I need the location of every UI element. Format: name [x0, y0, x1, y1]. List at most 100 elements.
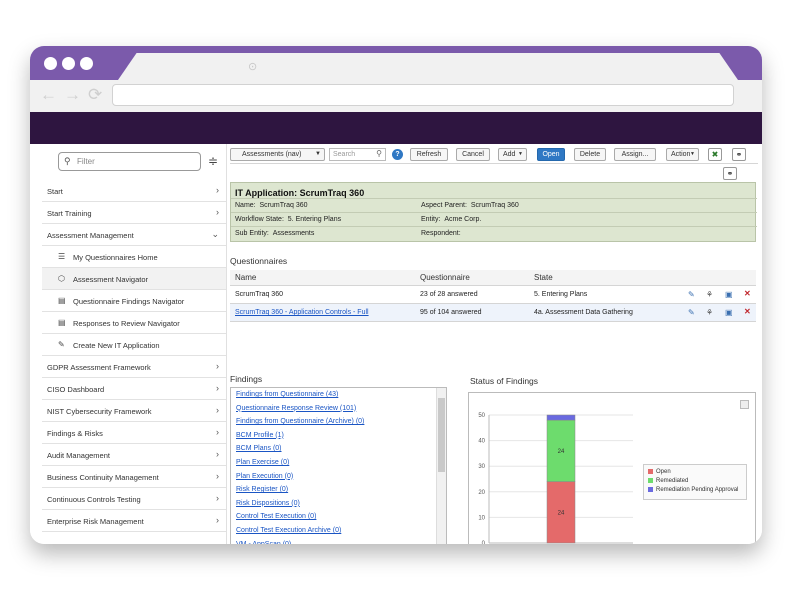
findings-list-item[interactable]: BCM Plans (0) [236, 445, 282, 453]
sidebar-item-findings-risks[interactable]: Findings & Risks › [42, 422, 226, 444]
legend-item[interactable]: Open [648, 469, 671, 475]
add-button[interactable]: Add ▼ [498, 148, 527, 161]
legend-swatch [648, 478, 653, 483]
chevron-right-icon: › [216, 427, 219, 437]
back-icon[interactable]: ← [40, 85, 57, 104]
sidebar-item-label: Assessment Navigator [73, 275, 149, 284]
sidebar-item-business-continuity-management[interactable]: Business Continuity Management › [42, 466, 226, 488]
delete-icon[interactable]: ✕ [744, 307, 751, 316]
column-header-questionnaire[interactable]: Questionnaire [420, 273, 470, 282]
caret-down-icon: ▼ [690, 151, 695, 157]
sidebar-item-assessment-navigator[interactable]: ⬡ Assessment Navigator [42, 268, 226, 290]
toolbar-search-input[interactable]: Search ⚲ [329, 148, 386, 161]
sidebar-item-gdpr-assessment-framework[interactable]: GDPR Assessment Framework › [42, 356, 226, 378]
sidebar-item-audit-management[interactable]: Audit Management › [42, 444, 226, 466]
sidebar-item-nist-cybersecurity-framework[interactable]: NIST Cybersecurity Framework › [42, 400, 226, 422]
toolbar-divider [230, 163, 758, 164]
sidebar-item-create-new-it-application[interactable]: ✎ Create New IT Application [42, 334, 226, 356]
sidebar-item-assessment-management[interactable]: Assessment Management ⌄ [42, 224, 226, 246]
data-label: 24 [558, 449, 565, 455]
findings-heading: Findings [230, 374, 263, 384]
delete-icon[interactable]: ✕ [744, 289, 751, 298]
sidebar-item-start[interactable]: Start › [42, 180, 226, 202]
questionnaire-name-link[interactable]: ScrumTraq 360 - Application Controls - F… [235, 309, 369, 316]
search-icon: ⚲ [376, 149, 382, 158]
findings-list-item[interactable]: Questionnaire Response Review (101) [236, 404, 357, 412]
edit-icon[interactable]: ✎ [688, 308, 695, 317]
findings-list-item[interactable]: BCM Profile (1) [236, 431, 284, 439]
attach-link-icon[interactable]: ⚭ [723, 167, 737, 180]
view-card-icon[interactable]: ▣ [725, 290, 733, 299]
column-header-name[interactable]: Name [235, 273, 257, 282]
findings-list-item[interactable]: Control Test Execution Archive (0) [236, 527, 342, 534]
window-dot-minimize[interactable] [62, 57, 75, 70]
address-bar[interactable] [112, 84, 734, 106]
navigator-select[interactable]: Assessments (nav) ▼ [230, 148, 325, 161]
sidebar-item-questionnaire-findings-navigator[interactable]: ▤ Questionnaire Findings Navigator [42, 290, 226, 312]
sidebar-item-continuous-controls-testing[interactable]: Continuous Controls Testing › [42, 488, 226, 510]
workflow-icon[interactable]: ⚘ [706, 290, 714, 299]
link-icon[interactable]: ⚭ [732, 148, 746, 161]
workflow-icon[interactable]: ⚘ [706, 308, 714, 317]
help-icon[interactable]: ? [392, 149, 403, 160]
filter-options-icon[interactable]: ≑ [208, 154, 219, 168]
window-dot-maximize[interactable] [80, 57, 93, 70]
findings-list: Findings from Questionnaire (43) Question… [230, 387, 447, 544]
sidebar-item-enterprise-risk-management[interactable]: Enterprise Risk Management › [42, 510, 226, 532]
sidebar-item-label: Responses to Review Navigator [73, 319, 180, 328]
browser-tab[interactable] [118, 53, 738, 80]
window-dot-close[interactable] [44, 57, 57, 70]
add-button-label: Add [503, 151, 516, 158]
findings-list-item[interactable]: Findings from Questionnaire (43) [236, 391, 339, 398]
tools-icon[interactable]: ✖ [708, 148, 722, 161]
chart-menu-icon[interactable] [740, 400, 749, 409]
findings-list-item[interactable]: Plan Exercise (0) [236, 459, 290, 466]
reload-icon[interactable]: ⟳ [88, 85, 103, 104]
edit-icon[interactable]: ✎ [688, 290, 695, 299]
findings-scrollbar-thumb[interactable] [438, 398, 445, 472]
action-button[interactable]: Action ▼ [666, 148, 699, 161]
table-row[interactable]: ScrumTraq 360 23 of 28 answered 5. Enter… [230, 286, 756, 304]
field-value: 5. Entering Plans [287, 216, 342, 223]
findings-list-item[interactable]: Control Test Execution (0) [236, 513, 317, 521]
record-details-panel: IT Application: ScrumTraq 360 Name: Scru… [230, 182, 757, 242]
legend-item[interactable]: Remediated [648, 478, 688, 484]
findings-list-item[interactable]: Risk Register (0) [236, 486, 289, 494]
findings-list-item[interactable]: Plan Execution (0) [236, 472, 294, 480]
sidebar-item-start-training[interactable]: Start Training › [42, 202, 226, 224]
field-label: Entity: [421, 216, 441, 223]
field-label: Aspect Parent: [421, 202, 467, 209]
legend-item[interactable]: Remediation Pending Approval [648, 487, 738, 493]
sidebar-filter-input[interactable]: ⚲ Filter [58, 152, 201, 171]
field-value: ScrumTraq 360 [259, 202, 308, 209]
view-card-icon[interactable]: ▣ [725, 308, 733, 317]
chevron-right-icon: › [216, 449, 219, 459]
chevron-right-icon: › [216, 405, 219, 415]
findings-scrollbar[interactable] [436, 388, 446, 544]
open-button[interactable]: Open [537, 148, 565, 161]
refresh-button[interactable]: Refresh [410, 148, 448, 161]
search-icon: ⚲ [64, 156, 71, 166]
findings-list-item[interactable]: VM - AppScan (0) [236, 541, 291, 544]
table-row[interactable]: ScrumTraq 360 - Application Controls - F… [230, 304, 756, 322]
sidebar-item-ciso-dashboard[interactable]: CISO Dashboard › [42, 378, 226, 400]
cancel-button[interactable]: Cancel [456, 148, 490, 161]
assign-button[interactable]: Assign... [614, 148, 656, 161]
delete-button[interactable]: Delete [574, 148, 606, 161]
findings-list-item[interactable]: Risk Dispositions (0) [236, 499, 300, 507]
sidebar-item-my-questionnaires-home[interactable]: ☰ My Questionnaires Home [42, 246, 226, 268]
sidebar-item-responses-to-review-navigator[interactable]: ▤ Responses to Review Navigator [42, 312, 226, 334]
y-tick-label: 10 [478, 515, 485, 521]
record-sub-entity-field: Sub Entity: Assessments [235, 230, 314, 237]
forward-icon[interactable]: → [64, 85, 81, 104]
sidebar-item-label: Start [47, 187, 63, 196]
edit-icon: ✎ [58, 340, 65, 349]
table-header-row: Name Questionnaire State [230, 270, 756, 286]
browser-window: ⊙ ← → ⟳ ⚲ Filter ≑ Start › Start Training… [30, 46, 762, 544]
field-label: Workflow State: [235, 216, 284, 223]
y-tick-label: 30 [478, 464, 485, 470]
field-label: Respondent: [421, 230, 461, 237]
findings-list-item[interactable]: Findings from Questionnaire (Archive) (0… [236, 418, 365, 426]
browser-titlebar: ⊙ [30, 46, 762, 80]
column-header-state[interactable]: State [534, 273, 553, 282]
